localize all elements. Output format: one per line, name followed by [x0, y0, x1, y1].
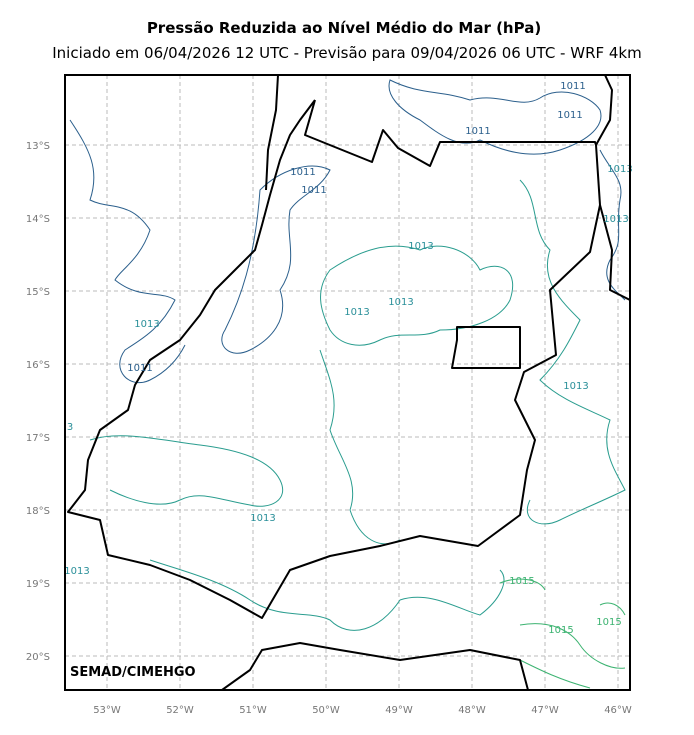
contour-label: 1013 — [250, 513, 275, 524]
ticks: 53°W 52°W 51°W 50°W 49°W 48°W 47°W 46°W 13°S 14°S… — [26, 141, 632, 716]
y-tick-label: 17°S — [26, 433, 50, 444]
state-border — [599, 204, 630, 301]
contour-label: 1011 — [465, 126, 490, 137]
x-tick-label: 50°W — [312, 705, 340, 716]
isobar-1013 — [149, 559, 505, 631]
isobar-1015 — [519, 659, 591, 689]
isobar-1011 — [69, 119, 186, 384]
isobar-1015 — [519, 623, 626, 669]
y-tick-label: 13°S — [26, 141, 50, 152]
contour-label: 1013 — [563, 381, 588, 392]
subtitle: Iniciado em 06/04/2026 12 UTC - Previsão… — [52, 44, 641, 62]
y-tick-label: 20°S — [26, 652, 50, 663]
contour-label: 3 — [67, 422, 73, 433]
isobar-1011 — [388, 79, 602, 155]
contour-label: 1013 — [344, 307, 369, 318]
credit: SEMAD/CIMEHGO — [70, 665, 196, 680]
contours — [69, 79, 626, 689]
title: Pressão Reduzida ao Nível Médio do Mar (… — [147, 19, 541, 37]
x-tick-label: 47°W — [531, 705, 559, 716]
state-border — [221, 642, 529, 690]
contour-label: 1015 — [548, 625, 573, 636]
state-border — [265, 75, 279, 191]
borders — [67, 75, 630, 690]
contour-label: 1015 — [509, 576, 534, 587]
contour-label: 1011 — [127, 363, 152, 374]
grid — [65, 75, 630, 690]
contour-label: 1013 — [603, 214, 628, 225]
y-tick-label: 15°S — [26, 287, 50, 298]
state-border — [595, 75, 613, 146]
contour-label: 1011 — [301, 185, 326, 196]
isobar-1011 — [221, 165, 331, 354]
map-frame — [64, 74, 631, 691]
x-tick-label: 51°W — [239, 705, 267, 716]
contour-label: 1013 — [134, 319, 159, 330]
isobar-1013 — [89, 435, 284, 507]
x-tick-label: 48°W — [458, 705, 486, 716]
contour-label: 1015 — [596, 617, 621, 628]
contour-labels: 1011 1011 1011 1011 1011 1011 1013 1013 … — [64, 81, 632, 636]
x-tick-label: 49°W — [385, 705, 413, 716]
isobar-1013 — [320, 245, 514, 346]
isobar-1015 — [599, 602, 626, 616]
contour-label: 1011 — [290, 167, 315, 178]
contour-label: 1013 — [388, 297, 413, 308]
isobar-1013 — [519, 179, 626, 525]
contour-label: 1011 — [557, 110, 582, 121]
y-tick-label: 18°S — [26, 506, 50, 517]
y-tick-label: 14°S — [26, 214, 50, 225]
x-tick-label: 52°W — [166, 705, 194, 716]
isobar-1013 — [319, 349, 401, 545]
y-tick-label: 16°S — [26, 360, 50, 371]
y-tick-label: 19°S — [26, 579, 50, 590]
contour-label: 1013 — [64, 566, 89, 577]
contour-label: 1013 — [607, 164, 632, 175]
federal-district-border — [451, 326, 521, 369]
contour-label: 1013 — [408, 241, 433, 252]
x-tick-label: 53°W — [93, 705, 121, 716]
contour-label: 1011 — [560, 81, 585, 92]
x-tick-label: 46°W — [604, 705, 632, 716]
isobar-1015 — [499, 578, 546, 591]
